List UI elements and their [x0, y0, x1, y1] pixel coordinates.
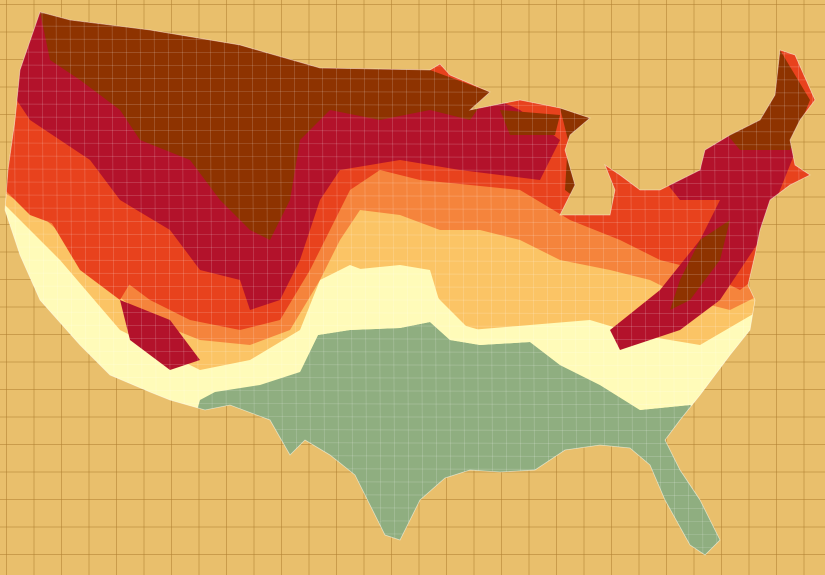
pale-yellow-band [300, 265, 760, 420]
peak-dark-brown-patch [40, 12, 490, 240]
peak-dark-brown-patch [670, 220, 730, 310]
red-orange-patch [50, 170, 150, 300]
peak-dark-brown-patch [500, 110, 560, 135]
crimson-patch [120, 300, 200, 370]
